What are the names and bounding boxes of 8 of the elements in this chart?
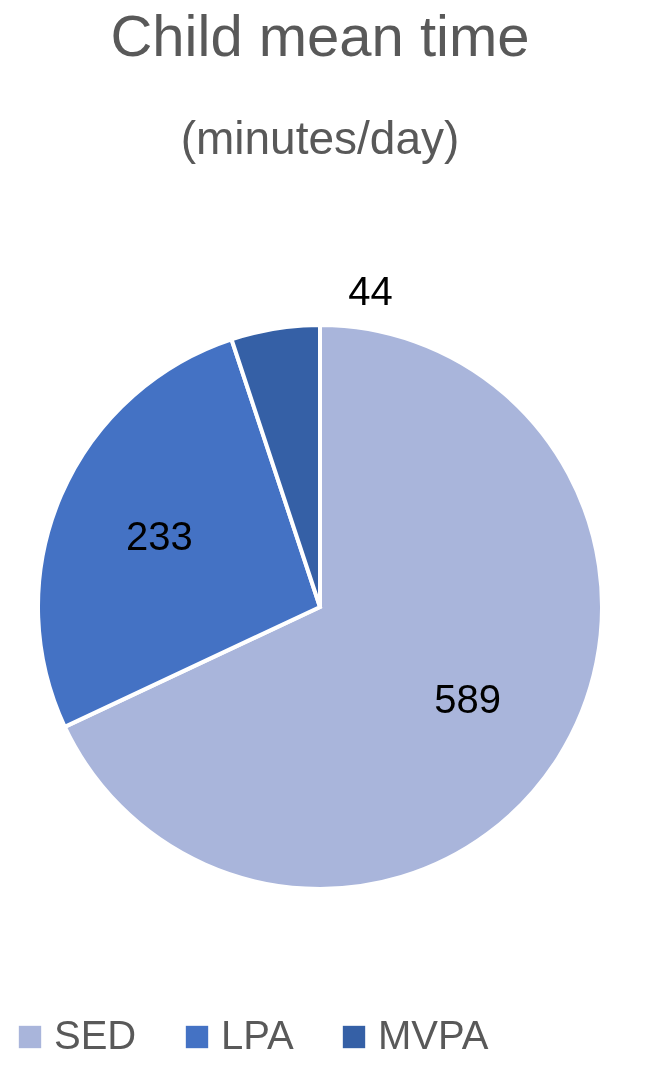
legend-label: LPA (221, 1013, 294, 1057)
data-label: 233 (126, 513, 193, 558)
chart-title: Child mean time (110, 3, 530, 69)
chart-subtitle: (minutes/day) (180, 112, 460, 165)
data-label: 44 (348, 269, 393, 314)
data-label: 589 (434, 676, 501, 721)
legend-label: SED (54, 1013, 137, 1057)
legend-label: MVPA (378, 1013, 489, 1057)
